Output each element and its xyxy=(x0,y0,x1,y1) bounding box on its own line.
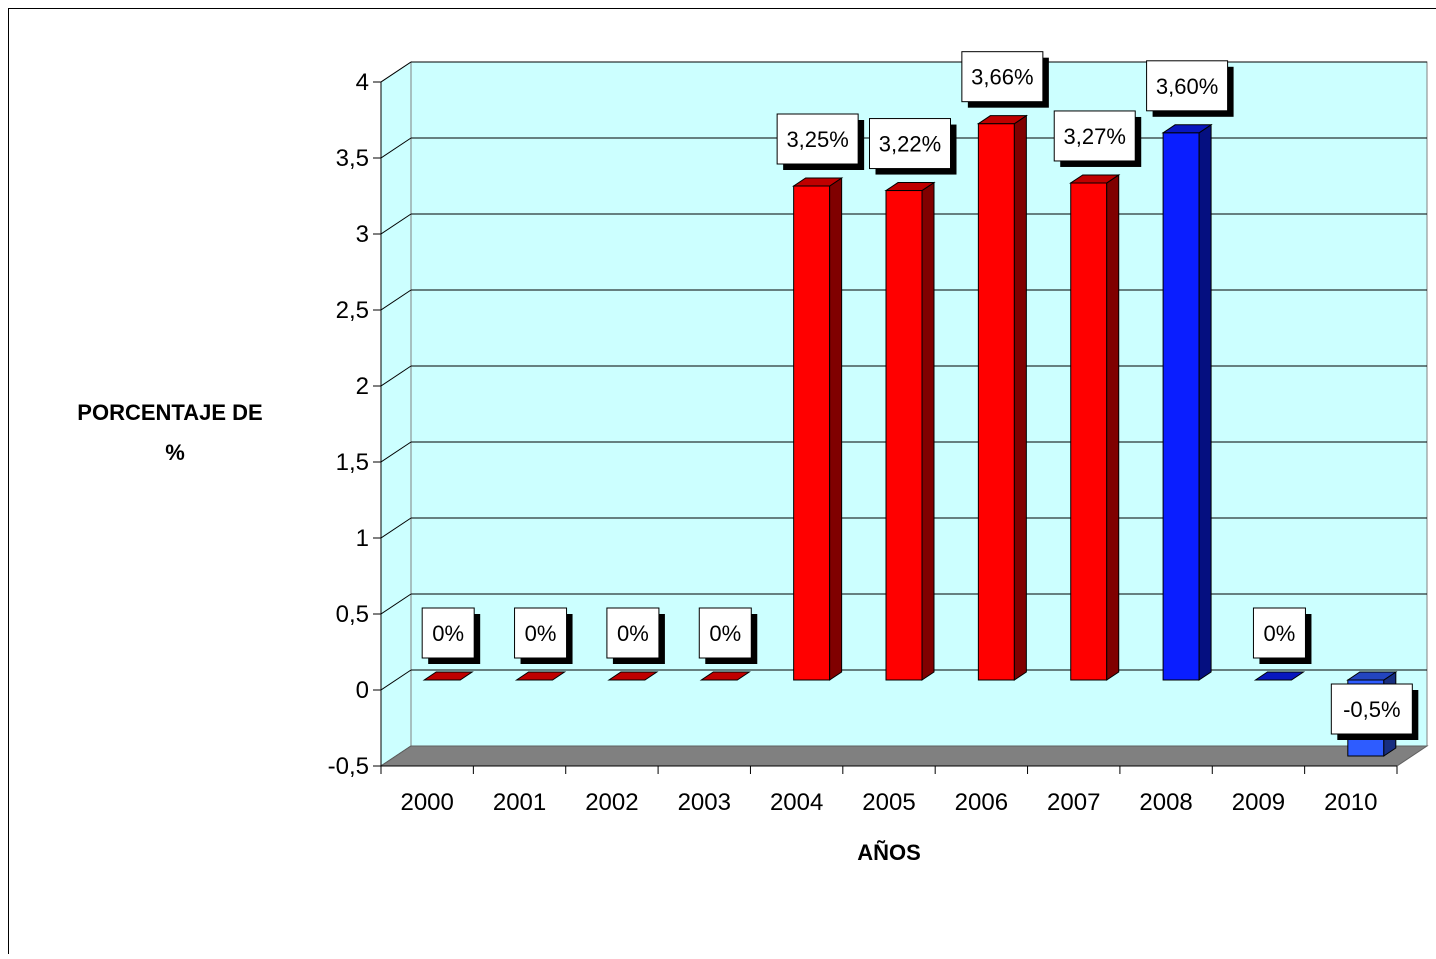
bar-side xyxy=(830,178,842,680)
y-tick-label: 4 xyxy=(356,69,369,96)
bar-front xyxy=(794,186,830,680)
plot-floor xyxy=(381,746,1427,766)
y-tick-label: 2 xyxy=(356,373,369,400)
plot-side-wall xyxy=(381,62,411,766)
y-axis-title-line1: PORCENTAJE DE xyxy=(77,400,262,425)
y-tick-label: -0,5 xyxy=(328,753,369,780)
x-tick-label: 2010 xyxy=(1324,789,1377,816)
x-tick-label: 2002 xyxy=(585,789,638,816)
data-label-2010: -0,5% xyxy=(1331,684,1418,740)
y-tick-label: 2,5 xyxy=(336,297,369,324)
data-label-text: -0,5% xyxy=(1343,697,1400,722)
data-label-text: 0% xyxy=(525,621,557,646)
bar-2004 xyxy=(794,178,842,680)
x-tick-label: 2004 xyxy=(770,789,823,816)
data-label-2007: 3,27% xyxy=(1054,111,1141,167)
y-tick-label: 0,5 xyxy=(336,601,369,628)
x-tick-label: 2006 xyxy=(955,789,1008,816)
bar-2007 xyxy=(1071,175,1119,680)
data-label-2001: 0% xyxy=(515,608,573,664)
data-label-text: 0% xyxy=(709,621,741,646)
data-label-2000: 0% xyxy=(422,608,480,664)
x-tick-label: 2008 xyxy=(1139,789,1192,816)
bar-2008 xyxy=(1163,125,1211,680)
x-tick-label: 2003 xyxy=(678,789,731,816)
data-label-2004: 3,25% xyxy=(777,114,864,170)
bar-2006 xyxy=(978,116,1026,680)
bar-side xyxy=(1014,116,1026,680)
x-tick-label: 2007 xyxy=(1047,789,1100,816)
data-label-text: 0% xyxy=(1264,621,1296,646)
y-tick-label: 3,5 xyxy=(336,145,369,172)
data-label-2002: 0% xyxy=(607,608,665,664)
data-label-text: 3,60% xyxy=(1156,74,1218,99)
data-label-text: 3,25% xyxy=(786,127,848,152)
x-tick-label: 2001 xyxy=(493,789,546,816)
x-axis-title: AÑOS xyxy=(857,840,921,865)
data-label-2006: 3,66% xyxy=(962,52,1049,108)
data-label-2009: 0% xyxy=(1253,608,1311,664)
y-tick-label: 0 xyxy=(356,677,369,704)
bar-side xyxy=(922,183,934,680)
data-label-text: 0% xyxy=(617,621,649,646)
bar-front xyxy=(1071,183,1107,680)
x-tick-label: 2005 xyxy=(862,789,915,816)
y-tick-label: 1 xyxy=(356,525,369,552)
x-tick-label: 2000 xyxy=(400,789,453,816)
data-label-text: 3,66% xyxy=(971,65,1033,90)
bar-side xyxy=(1199,125,1211,680)
y-tick-label: 1,5 xyxy=(336,449,369,476)
bar-side xyxy=(1107,175,1119,680)
y-tick-label: 3 xyxy=(356,221,369,248)
data-label-2005: 3,22% xyxy=(870,119,957,175)
bar-front xyxy=(886,191,922,680)
data-label-text: 3,27% xyxy=(1064,124,1126,149)
bar-2005 xyxy=(886,183,934,680)
y-axis-title-line2: % xyxy=(165,440,185,465)
data-label-2003: 0% xyxy=(699,608,757,664)
data-label-text: 3,22% xyxy=(879,132,941,157)
data-label-2008: 3,60% xyxy=(1147,61,1234,117)
bar-front xyxy=(978,124,1014,680)
bar-front xyxy=(1163,133,1199,680)
x-tick-label: 2009 xyxy=(1232,789,1285,816)
data-label-text: 0% xyxy=(432,621,464,646)
